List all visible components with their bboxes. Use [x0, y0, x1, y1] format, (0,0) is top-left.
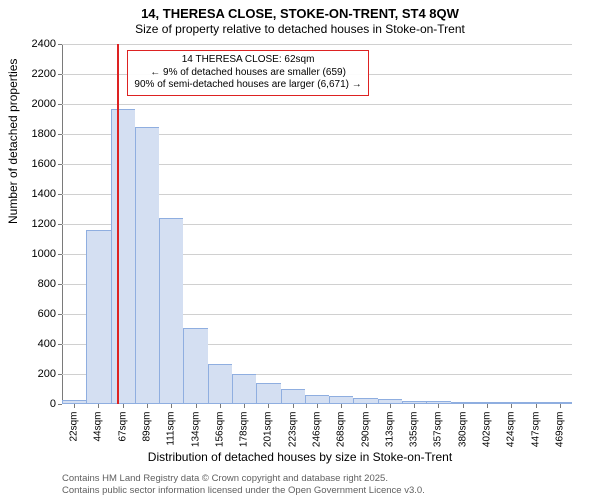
x-tick-mark: [98, 404, 99, 408]
x-tick-mark: [390, 404, 391, 408]
y-tick-mark: [58, 164, 62, 165]
x-tick-label: 89sqm: [142, 412, 153, 472]
x-tick-mark: [341, 404, 342, 408]
y-tick-label: 2000: [16, 98, 56, 110]
x-tick-mark: [171, 404, 172, 408]
histogram-bar: [329, 396, 353, 404]
plot-area: 14 THERESA CLOSE: 62sqm← 9% of detached …: [62, 44, 572, 404]
histogram-bar: [232, 374, 256, 404]
x-tick-label: 357sqm: [433, 412, 444, 472]
histogram-bar: [305, 395, 329, 404]
x-tick-label: 335sqm: [409, 412, 420, 472]
x-tick-label: 313sqm: [384, 412, 395, 472]
x-tick-label: 67sqm: [117, 412, 128, 472]
attribution-text: Contains HM Land Registry data © Crown c…: [62, 473, 425, 496]
x-tick-mark: [147, 404, 148, 408]
y-tick-label: 1000: [16, 248, 56, 260]
y-tick-mark: [58, 344, 62, 345]
gridline: [62, 104, 572, 105]
attribution-line: Contains HM Land Registry data © Crown c…: [62, 473, 425, 484]
y-tick-mark: [58, 284, 62, 285]
y-tick-mark: [58, 404, 62, 405]
reference-line: [117, 44, 119, 404]
x-tick-label: 469sqm: [554, 412, 565, 472]
x-tick-label: 111sqm: [166, 412, 177, 472]
x-tick-mark: [414, 404, 415, 408]
x-tick-label: 22sqm: [69, 412, 80, 472]
y-tick-label: 1800: [16, 128, 56, 140]
gridline: [62, 44, 572, 45]
x-tick-mark: [487, 404, 488, 408]
x-tick-mark: [293, 404, 294, 408]
y-tick-label: 0: [16, 398, 56, 410]
y-tick-label: 1400: [16, 188, 56, 200]
x-tick-label: 268sqm: [336, 412, 347, 472]
attribution-line: Contains public sector information licen…: [62, 485, 425, 496]
y-tick-mark: [58, 44, 62, 45]
x-tick-label: 380sqm: [457, 412, 468, 472]
chart-title: 14, THERESA CLOSE, STOKE-ON-TRENT, ST4 8…: [0, 6, 600, 21]
y-tick-mark: [58, 314, 62, 315]
x-tick-label: 44sqm: [93, 412, 104, 472]
histogram-bar: [135, 127, 159, 405]
x-tick-mark: [463, 404, 464, 408]
annotation-line: 14 THERESA CLOSE: 62sqm: [134, 54, 361, 67]
histogram-bar: [183, 328, 207, 405]
chart-subtitle: Size of property relative to detached ho…: [0, 22, 600, 36]
histogram-bar: [111, 109, 135, 405]
x-tick-mark: [366, 404, 367, 408]
x-tick-label: 402sqm: [482, 412, 493, 472]
y-tick-mark: [58, 374, 62, 375]
x-tick-mark: [244, 404, 245, 408]
histogram-bar: [159, 218, 183, 404]
y-tick-label: 400: [16, 338, 56, 350]
x-tick-mark: [438, 404, 439, 408]
y-tick-mark: [58, 224, 62, 225]
annotation-box: 14 THERESA CLOSE: 62sqm← 9% of detached …: [127, 50, 368, 96]
x-tick-mark: [268, 404, 269, 408]
y-tick-mark: [58, 194, 62, 195]
y-tick-label: 600: [16, 308, 56, 320]
x-tick-mark: [74, 404, 75, 408]
x-tick-label: 447sqm: [530, 412, 541, 472]
x-tick-mark: [536, 404, 537, 408]
y-tick-mark: [58, 104, 62, 105]
x-tick-label: 246sqm: [312, 412, 323, 472]
x-tick-mark: [196, 404, 197, 408]
annotation-line: 90% of semi-detached houses are larger (…: [134, 79, 361, 92]
x-tick-label: 178sqm: [239, 412, 250, 472]
x-tick-mark: [511, 404, 512, 408]
histogram-bar: [208, 364, 232, 405]
y-tick-label: 200: [16, 368, 56, 380]
y-tick-mark: [58, 74, 62, 75]
histogram-bar: [256, 383, 280, 404]
histogram-bar: [281, 389, 305, 404]
y-tick-label: 2200: [16, 68, 56, 80]
x-tick-label: 424sqm: [506, 412, 517, 472]
x-tick-mark: [560, 404, 561, 408]
y-tick-mark: [58, 134, 62, 135]
x-tick-label: 134sqm: [190, 412, 201, 472]
x-tick-mark: [317, 404, 318, 408]
y-tick-mark: [58, 254, 62, 255]
x-tick-mark: [220, 404, 221, 408]
annotation-line: ← 9% of detached houses are smaller (659…: [134, 67, 361, 80]
x-tick-label: 201sqm: [263, 412, 274, 472]
y-tick-label: 1600: [16, 158, 56, 170]
x-tick-label: 156sqm: [214, 412, 225, 472]
y-tick-label: 1200: [16, 218, 56, 230]
x-tick-mark: [123, 404, 124, 408]
histogram-bar: [86, 230, 110, 404]
y-tick-label: 800: [16, 278, 56, 290]
x-tick-label: 290sqm: [360, 412, 371, 472]
y-tick-label: 2400: [16, 38, 56, 50]
x-tick-label: 223sqm: [287, 412, 298, 472]
